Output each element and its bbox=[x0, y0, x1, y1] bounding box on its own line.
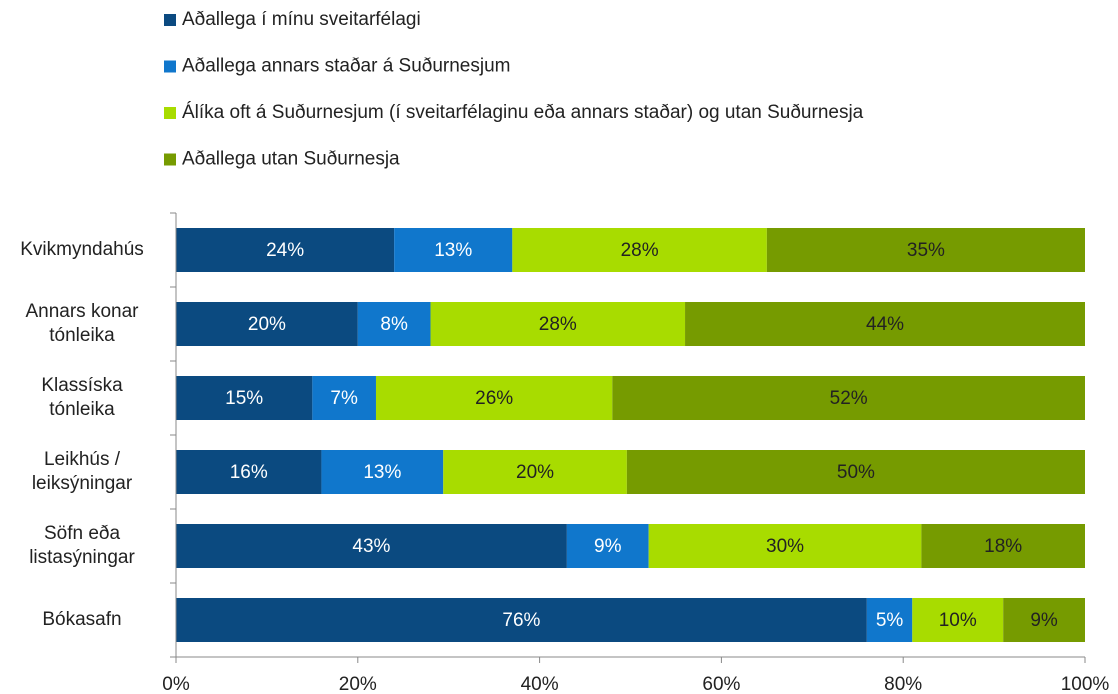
legend-label: Aðallega utan Suðurnesja bbox=[182, 149, 400, 170]
x-tick-label: 40% bbox=[521, 674, 559, 694]
legend-swatch bbox=[164, 14, 176, 26]
bar-segment bbox=[394, 228, 513, 272]
legend-label: Aðallega í mínu sveitarfélagi bbox=[182, 9, 421, 30]
data-label: 20% bbox=[248, 314, 286, 335]
data-label: 18% bbox=[984, 536, 1022, 557]
x-tick-label: 100% bbox=[1061, 674, 1110, 694]
data-label: 28% bbox=[621, 240, 659, 261]
legend-swatch bbox=[164, 107, 176, 119]
legend-label: Aðallega annars staðar á Suðurnesjum bbox=[182, 56, 510, 77]
x-tick-label: 0% bbox=[162, 674, 190, 694]
category-label: Klassíska tónleika bbox=[41, 375, 123, 420]
bar-segment bbox=[648, 524, 922, 568]
data-label: 43% bbox=[352, 536, 390, 557]
bar-segment bbox=[626, 450, 1085, 494]
bar-segment bbox=[321, 450, 444, 494]
bar-segment bbox=[866, 598, 913, 642]
bar-segment bbox=[176, 598, 867, 642]
legend-label: Álíka oft á Suðurnesjum (í sveitarfélagi… bbox=[182, 102, 864, 123]
category-label: Bókasafn bbox=[42, 609, 122, 630]
x-tick-label: 20% bbox=[339, 674, 377, 694]
data-label: 44% bbox=[866, 314, 904, 335]
bar-segment bbox=[375, 376, 613, 420]
bar-segment bbox=[612, 376, 1085, 420]
x-tick-label: 60% bbox=[702, 674, 740, 694]
bar-segment bbox=[176, 450, 322, 494]
bar-segment bbox=[766, 228, 1085, 272]
data-label: 30% bbox=[766, 536, 804, 557]
data-label: 28% bbox=[539, 314, 577, 335]
data-label: 13% bbox=[434, 240, 472, 261]
bar-segment bbox=[176, 376, 313, 420]
category-label: Söfn eða listasýningar bbox=[29, 523, 135, 568]
x-tick-label: 80% bbox=[884, 674, 922, 694]
data-label: 20% bbox=[516, 462, 554, 483]
legend-swatch bbox=[164, 153, 176, 166]
category-label: Annars konar tónleika bbox=[25, 301, 139, 346]
bar-segment bbox=[430, 302, 686, 346]
bar-segment bbox=[176, 302, 358, 346]
bar-segment bbox=[912, 598, 1004, 642]
data-label: 76% bbox=[502, 610, 540, 631]
category-label: Kvikmyndahús bbox=[20, 239, 144, 260]
legend-swatch bbox=[164, 60, 176, 73]
bar-segment bbox=[566, 524, 649, 568]
data-label: 15% bbox=[225, 388, 263, 409]
data-label: 24% bbox=[266, 240, 304, 261]
bar-segment bbox=[443, 450, 627, 494]
bar-segment bbox=[921, 524, 1085, 568]
category-label: Leikhús / leiksýningar bbox=[31, 449, 133, 494]
data-label: 16% bbox=[230, 462, 268, 483]
data-label: 7% bbox=[330, 388, 358, 409]
data-label: 50% bbox=[837, 462, 875, 483]
data-label: 9% bbox=[1030, 610, 1058, 631]
bar-segment bbox=[176, 228, 395, 272]
data-label: 8% bbox=[380, 314, 408, 335]
bar-segment bbox=[512, 228, 767, 272]
data-label: 52% bbox=[830, 388, 868, 409]
data-label: 26% bbox=[475, 388, 513, 409]
data-label: 5% bbox=[876, 610, 904, 631]
bar-segment bbox=[685, 302, 1085, 346]
bar-segment bbox=[176, 524, 567, 568]
data-label: 9% bbox=[594, 536, 622, 557]
data-label: 35% bbox=[907, 240, 945, 261]
bar-segment bbox=[312, 376, 376, 420]
bar-segment bbox=[1003, 598, 1085, 642]
data-label: 13% bbox=[363, 462, 401, 483]
bar-segment bbox=[357, 302, 431, 346]
data-label: 10% bbox=[939, 610, 977, 631]
